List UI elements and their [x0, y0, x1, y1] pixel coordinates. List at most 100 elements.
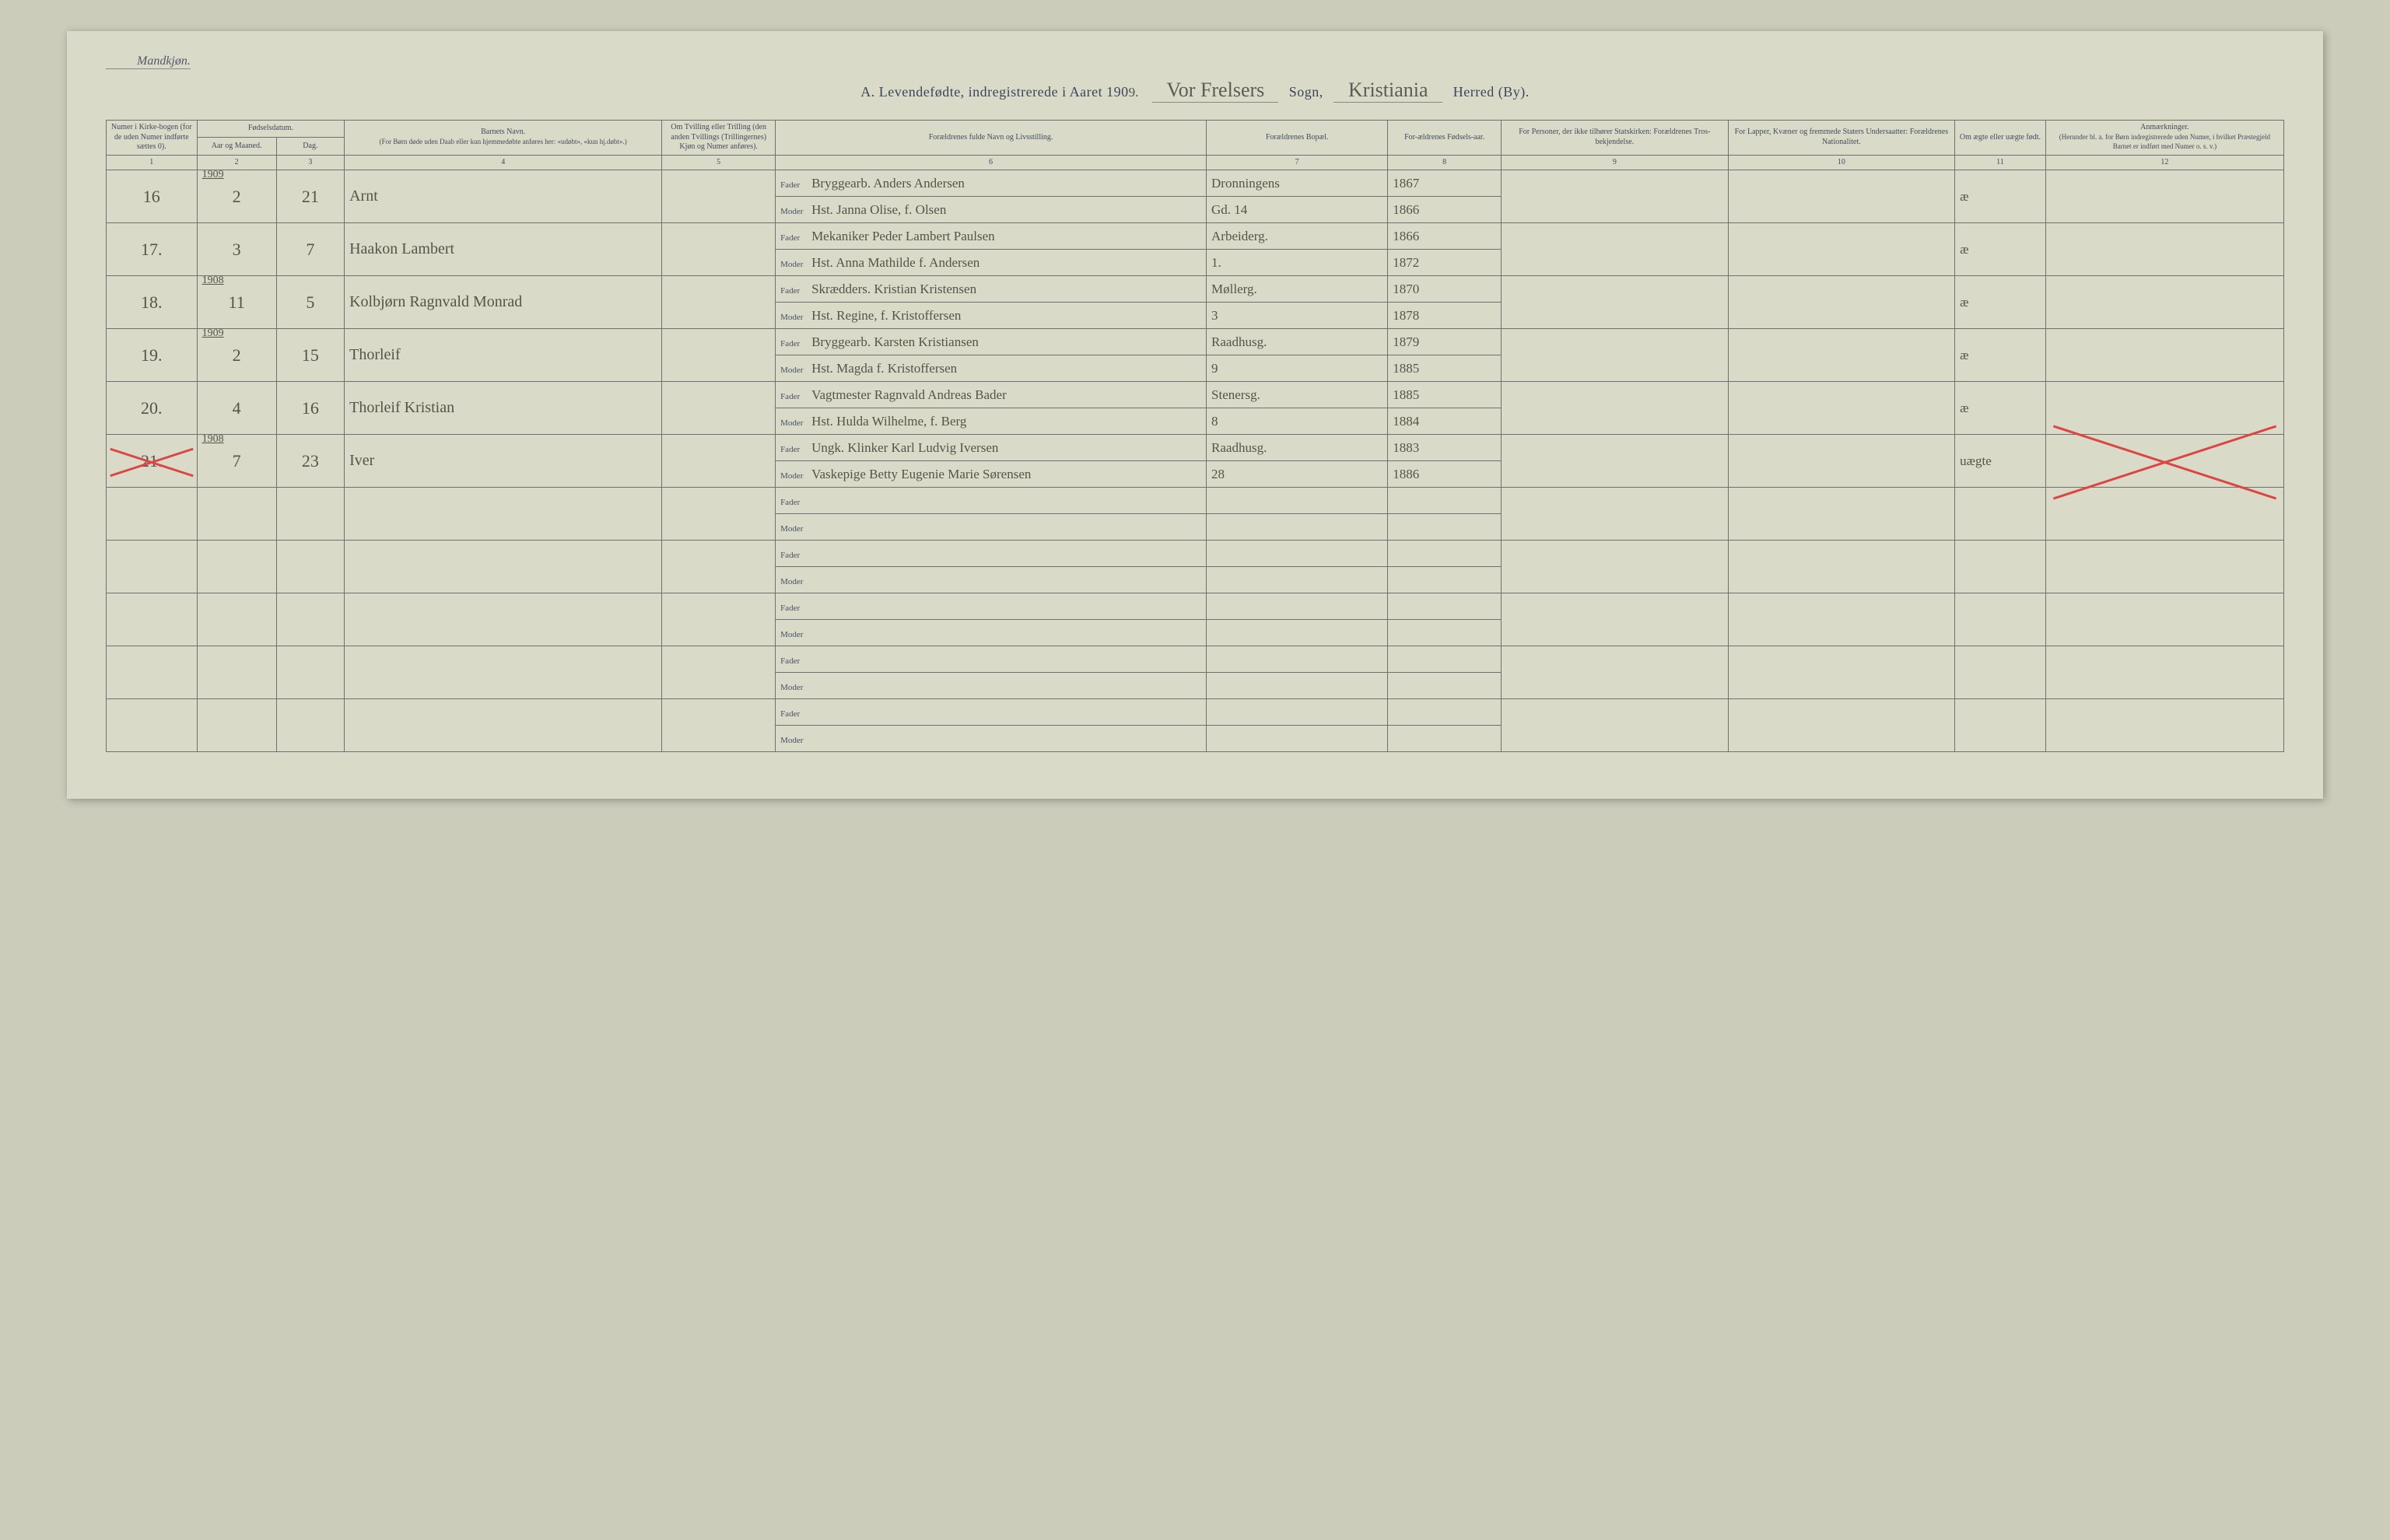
- birth-day-text: 5: [306, 292, 314, 312]
- nationality-cell: [1728, 488, 1955, 541]
- father-label: Fader: [780, 233, 811, 243]
- father-cell: FaderSkrædders. Kristian Kristensen: [776, 276, 1207, 303]
- father-name: Bryggearb. Anders Andersen: [811, 176, 965, 191]
- father-birthyear-text: 1867: [1393, 176, 1419, 191]
- colnum: 5: [662, 155, 776, 170]
- mother-name: Hst. Regine, f. Kristoffersen: [811, 308, 961, 323]
- twin-cell: [662, 329, 776, 382]
- child-name: [345, 593, 662, 646]
- birth-month: [197, 541, 276, 593]
- legitimacy-cell-text: æ: [1960, 348, 1968, 362]
- residence-father-text: Dronningens: [1211, 176, 1280, 191]
- birth-month-text: 3: [233, 240, 241, 259]
- mother-birthyear-text: 1872: [1393, 255, 1419, 270]
- birth-month: 111908: [197, 276, 276, 329]
- father-label: Fader: [780, 709, 811, 719]
- legitimacy-cell-text: æ: [1960, 242, 1968, 257]
- birth-year: 1909: [202, 169, 224, 181]
- entry-row: 17.37Haakon LambertFaderMekaniker Peder …: [107, 223, 2284, 250]
- residence-father: Raadhusg.: [1207, 435, 1388, 461]
- twin-cell: [662, 223, 776, 276]
- child-name: [345, 488, 662, 541]
- entry-row: Fader: [107, 646, 2284, 673]
- birth-month: [197, 699, 276, 752]
- twin-cell: [662, 276, 776, 329]
- col-header-8: For-ældrenes Fødsels-aar.: [1388, 121, 1502, 156]
- mother-birthyear: [1388, 567, 1502, 593]
- colnum: 11: [1955, 155, 2046, 170]
- mother-label: Moder: [780, 471, 811, 481]
- remarks-cell: [2045, 329, 2283, 382]
- register-table: Numer i Kirke-bogen (for de uden Numer i…: [106, 120, 2284, 752]
- father-birthyear: 1867: [1388, 170, 1502, 197]
- parish-value: Vor Frelsers: [1152, 79, 1278, 103]
- entry-number: [107, 646, 198, 699]
- residence-father: [1207, 593, 1388, 620]
- legitimacy-cell: æ: [1955, 382, 2046, 435]
- mother-birthyear: [1388, 620, 1502, 646]
- mother-birthyear: 1872: [1388, 250, 1502, 276]
- legitimacy-cell: [1955, 488, 2046, 541]
- mother-birthyear: [1388, 673, 1502, 699]
- residence-father-text: Stenersg.: [1211, 387, 1260, 402]
- entry-number-text: 19.: [141, 345, 163, 365]
- birth-day: [276, 488, 344, 541]
- father-birthyear: [1388, 541, 1502, 567]
- mother-cell: ModerHst. Janna Olise, f. Olsen: [776, 197, 1207, 223]
- child-name-text: Arnt: [349, 187, 378, 205]
- entry-number: 21.: [107, 435, 198, 488]
- birth-month: 21909: [197, 170, 276, 223]
- colnum: 12: [2045, 155, 2283, 170]
- father-cell: Fader: [776, 593, 1207, 620]
- colnum: 9: [1502, 155, 1729, 170]
- colnum: 8: [1388, 155, 1502, 170]
- title-line: A. Levendefødte, indregistrerede i Aaret…: [106, 75, 2284, 106]
- father-label: Fader: [780, 445, 811, 454]
- legitimacy-cell: æ: [1955, 329, 2046, 382]
- title-prefix: A. Levendefødte, indregistrerede i Aaret…: [860, 84, 1128, 100]
- father-label: Fader: [780, 656, 811, 666]
- col-header-12-top: Anmærkninger.: [2140, 123, 2189, 131]
- mother-label: Moder: [780, 736, 811, 745]
- nationality-cell: [1728, 276, 1955, 329]
- col-header-2b: Dag.: [276, 138, 344, 155]
- legitimacy-cell: æ: [1955, 223, 2046, 276]
- entry-number: [107, 699, 198, 752]
- remarks-cell: [2045, 435, 2283, 488]
- col-header-2a: Aar og Maaned.: [197, 138, 276, 155]
- mother-birthyear-text: 1866: [1393, 202, 1419, 217]
- child-name: Haakon Lambert: [345, 223, 662, 276]
- father-birthyear-text: 1870: [1393, 282, 1419, 296]
- birth-year: 1908: [202, 433, 224, 446]
- father-label: Fader: [780, 180, 811, 190]
- residence-mother: 8: [1207, 408, 1388, 435]
- entry-number-text: 21.: [141, 451, 163, 471]
- residence-father-text: Arbeiderg.: [1211, 229, 1268, 243]
- father-label: Fader: [780, 392, 811, 401]
- residence-mother-text: 3: [1211, 308, 1218, 323]
- mother-cell: Moder: [776, 673, 1207, 699]
- legitimacy-cell: uægte: [1955, 435, 2046, 488]
- legitimacy-cell: [1955, 593, 2046, 646]
- col-header-12: Anmærkninger. (Herunder bl. a. for Børn …: [2045, 121, 2283, 156]
- entry-number: 18.: [107, 276, 198, 329]
- entry-number-text: 17.: [141, 240, 163, 259]
- mother-name: Vaskepige Betty Eugenie Marie Sørensen: [811, 467, 1031, 481]
- entry-row: 18.1119085Kolbjørn Ragnvald MonradFaderS…: [107, 276, 2284, 303]
- father-birthyear: 1885: [1388, 382, 1502, 408]
- father-cell: FaderVagtmester Ragnvald Andreas Bader: [776, 382, 1207, 408]
- colnum: 3: [276, 155, 344, 170]
- birth-day: [276, 646, 344, 699]
- child-name: [345, 646, 662, 699]
- nationality-cell: [1728, 435, 1955, 488]
- legitimacy-cell: æ: [1955, 276, 2046, 329]
- residence-mother: [1207, 726, 1388, 752]
- residence-mother: [1207, 514, 1388, 541]
- twin-cell: [662, 541, 776, 593]
- mother-cell: Moder: [776, 620, 1207, 646]
- col-header-7: Forældrenes Bopæl.: [1207, 121, 1388, 156]
- colnum: 6: [776, 155, 1207, 170]
- mother-birthyear-text: 1886: [1393, 467, 1419, 481]
- mother-name: Hst. Magda f. Kristoffersen: [811, 361, 957, 376]
- father-birthyear: 1879: [1388, 329, 1502, 355]
